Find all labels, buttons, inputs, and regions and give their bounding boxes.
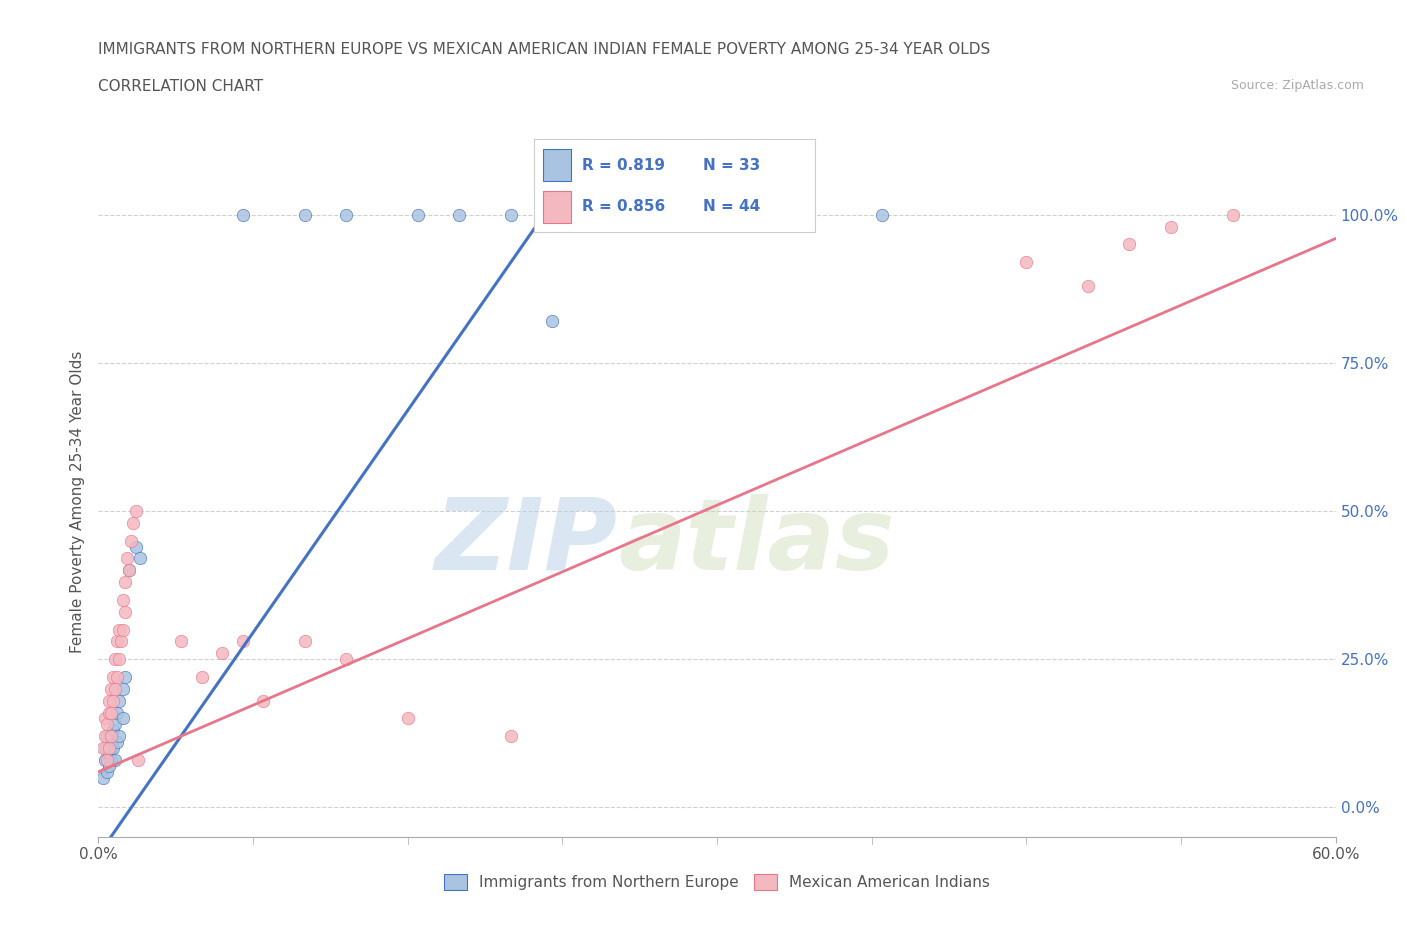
Point bbox=[499, 207, 522, 222]
Point bbox=[104, 652, 127, 667]
Point bbox=[1222, 207, 1244, 222]
Point bbox=[1118, 237, 1140, 252]
Point bbox=[110, 634, 132, 649]
Point bbox=[105, 670, 128, 684]
Point bbox=[97, 747, 120, 762]
Point bbox=[105, 705, 128, 720]
Text: Source: ZipAtlas.com: Source: ZipAtlas.com bbox=[1230, 79, 1364, 92]
Point bbox=[870, 207, 893, 222]
Text: N = 44: N = 44 bbox=[703, 199, 761, 215]
Point bbox=[97, 705, 120, 720]
Text: atlas: atlas bbox=[619, 494, 894, 591]
Point bbox=[114, 670, 136, 684]
Point bbox=[1160, 219, 1182, 234]
Point bbox=[499, 729, 522, 744]
Point bbox=[100, 729, 122, 744]
Point bbox=[127, 752, 149, 767]
Point bbox=[105, 735, 128, 750]
Point bbox=[114, 575, 136, 590]
Point bbox=[93, 752, 115, 767]
Point bbox=[101, 723, 124, 737]
Point bbox=[96, 729, 118, 744]
Legend: Immigrants from Northern Europe, Mexican American Indians: Immigrants from Northern Europe, Mexican… bbox=[437, 868, 997, 897]
Point bbox=[108, 693, 131, 708]
Point bbox=[232, 634, 254, 649]
Text: R = 0.856: R = 0.856 bbox=[582, 199, 665, 215]
Point bbox=[100, 682, 122, 697]
Point bbox=[104, 717, 127, 732]
Point bbox=[406, 207, 429, 222]
Point bbox=[101, 693, 124, 708]
Point bbox=[97, 693, 120, 708]
Point bbox=[335, 652, 357, 667]
Point bbox=[128, 551, 150, 566]
Point bbox=[120, 533, 142, 548]
Point bbox=[100, 705, 122, 720]
Point bbox=[706, 207, 728, 222]
Point bbox=[114, 604, 136, 619]
Point bbox=[294, 634, 316, 649]
Point bbox=[112, 682, 135, 697]
Point bbox=[294, 207, 316, 222]
Point bbox=[105, 634, 128, 649]
Text: ZIP: ZIP bbox=[434, 494, 619, 591]
Point bbox=[449, 207, 471, 222]
Point bbox=[108, 622, 131, 637]
Point bbox=[108, 729, 131, 744]
Bar bbox=[543, 149, 571, 181]
Point bbox=[396, 711, 419, 726]
Point bbox=[96, 717, 118, 732]
Point bbox=[97, 759, 120, 774]
Point bbox=[190, 670, 212, 684]
Point bbox=[93, 740, 115, 755]
Point bbox=[91, 740, 114, 755]
Point bbox=[124, 539, 146, 554]
Point bbox=[112, 622, 135, 637]
Point bbox=[108, 652, 131, 667]
Point bbox=[93, 729, 115, 744]
Point bbox=[100, 729, 122, 744]
Point bbox=[124, 504, 146, 519]
Point bbox=[91, 770, 114, 785]
Point bbox=[93, 711, 115, 726]
Point bbox=[104, 752, 127, 767]
Y-axis label: Female Poverty Among 25-34 Year Olds: Female Poverty Among 25-34 Year Olds bbox=[69, 351, 84, 654]
Text: N = 33: N = 33 bbox=[703, 157, 761, 173]
Point bbox=[96, 752, 118, 767]
Bar bbox=[543, 191, 571, 223]
Point bbox=[118, 563, 141, 578]
Point bbox=[170, 634, 193, 649]
Text: CORRELATION CHART: CORRELATION CHART bbox=[98, 79, 263, 94]
Point bbox=[335, 207, 357, 222]
Point bbox=[112, 711, 135, 726]
Text: IMMIGRANTS FROM NORTHERN EUROPE VS MEXICAN AMERICAN INDIAN FEMALE POVERTY AMONG : IMMIGRANTS FROM NORTHERN EUROPE VS MEXIC… bbox=[98, 42, 991, 57]
Point bbox=[122, 515, 145, 530]
Point bbox=[1015, 255, 1038, 270]
Point bbox=[112, 592, 135, 607]
Text: R = 0.819: R = 0.819 bbox=[582, 157, 665, 173]
Point bbox=[252, 693, 274, 708]
Point bbox=[104, 682, 127, 697]
Point bbox=[541, 314, 564, 329]
Point bbox=[96, 764, 118, 779]
Point bbox=[118, 563, 141, 578]
Point bbox=[232, 207, 254, 222]
Point bbox=[100, 740, 122, 755]
Point bbox=[101, 740, 124, 755]
Point bbox=[100, 752, 122, 767]
Point bbox=[97, 740, 120, 755]
Point bbox=[1077, 278, 1099, 293]
Point bbox=[211, 645, 233, 660]
Point bbox=[101, 670, 124, 684]
Point bbox=[117, 551, 139, 566]
